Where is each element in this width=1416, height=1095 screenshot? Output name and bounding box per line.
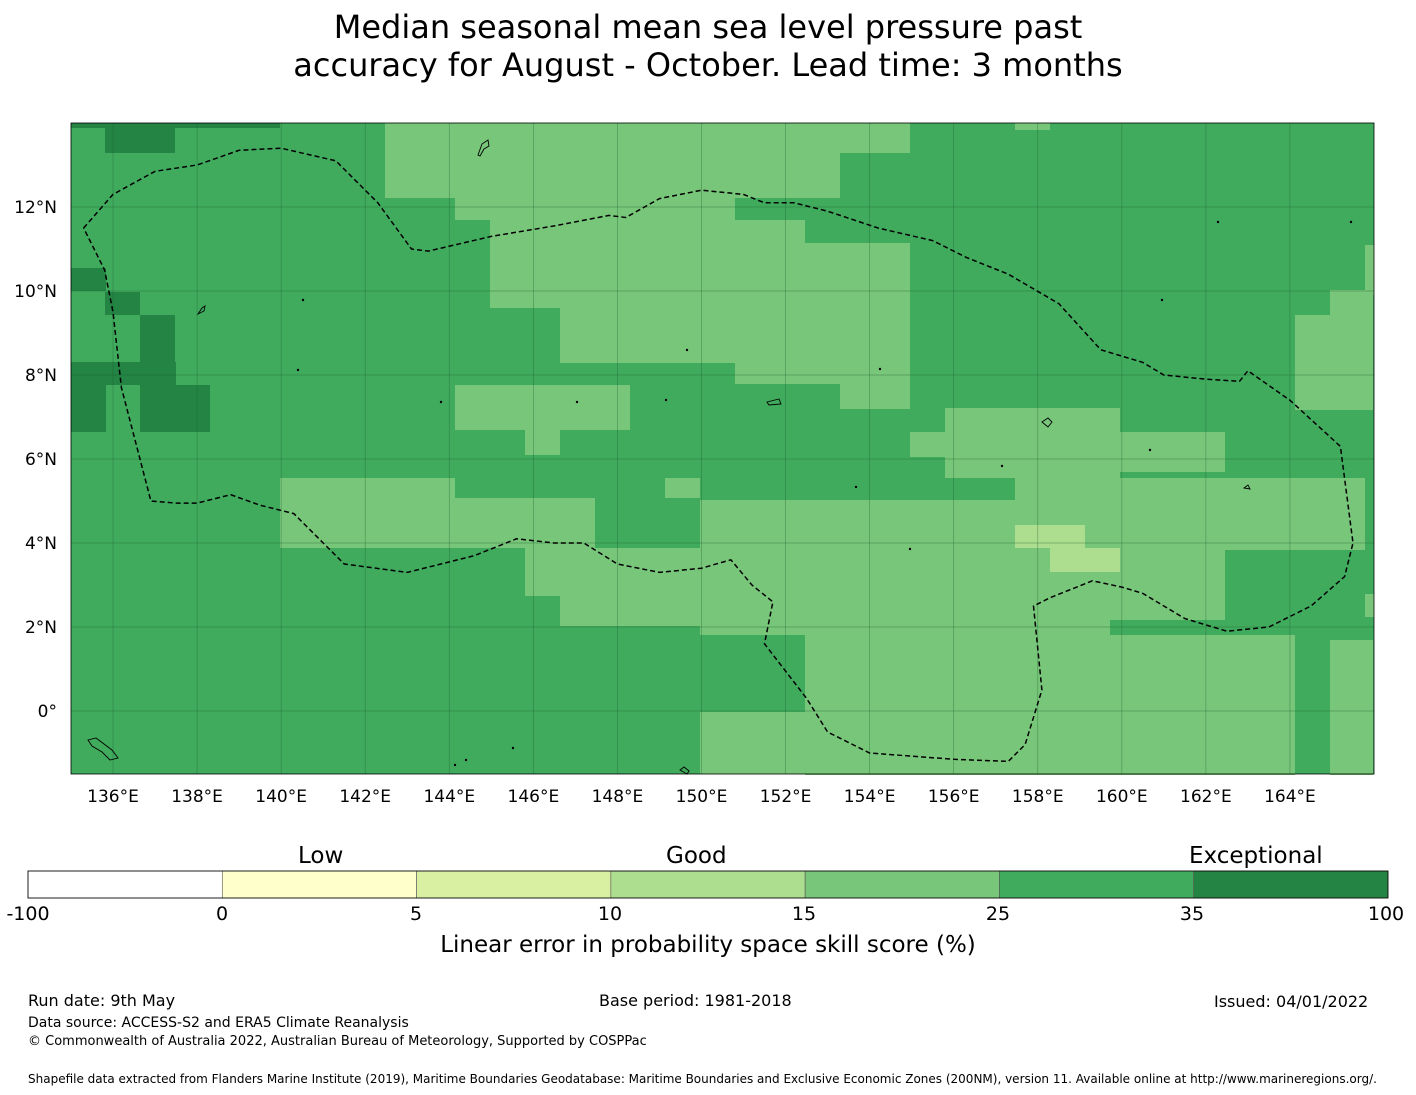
lon-tick-label: 142°E (339, 787, 391, 807)
island-outline (679, 766, 690, 775)
lat-tick-label: 0° (38, 702, 57, 722)
lon-tick-label: 158°E (1012, 787, 1064, 807)
colorbar-tick: 15 (791, 903, 817, 925)
colorbar-axis-title: Linear error in probability space skill … (440, 932, 976, 958)
colorbar-frame (27, 870, 1389, 899)
lon-tick-label: 160°E (1096, 787, 1148, 807)
lat-tick-label: 12°N (14, 198, 57, 218)
island-dot (1216, 220, 1220, 224)
map-frame (70, 122, 1375, 775)
colorbar-swatch (999, 870, 1195, 899)
map-skill-grid (71, 123, 1374, 775)
island-outline (477, 139, 490, 157)
colorbar-tick: 100 (1367, 903, 1405, 925)
colorbar-tick: -100 (6, 903, 50, 925)
lon-tick-label: 146°E (508, 787, 560, 807)
island-dot (685, 348, 689, 352)
lat-tick-label: 4°N (25, 534, 57, 554)
island-dot (1160, 298, 1164, 302)
lat-tick-label: 6°N (25, 450, 57, 470)
island-dot (1148, 448, 1152, 452)
colorbar-tick: 5 (409, 903, 423, 925)
colorbar-swatch (804, 870, 1000, 899)
lon-tick-label: 154°E (844, 787, 896, 807)
map-title: Median seasonal mean sea level pressure … (0, 8, 1416, 84)
colorbar-tick: 25 (985, 903, 1011, 925)
issued-date: Issued: 04/01/2022 (1214, 992, 1369, 1011)
lon-tick-label: 140°E (255, 787, 307, 807)
lon-tick-label: 156°E (928, 787, 980, 807)
lat-tick-label: 8°N (25, 366, 57, 386)
lat-tick-label: 10°N (14, 282, 57, 302)
colorbar-swatch (1193, 870, 1389, 899)
lon-tick-label: 136°E (87, 787, 139, 807)
island-dot (301, 298, 305, 302)
island-outlines (87, 139, 1353, 775)
lon-tick-label: 138°E (171, 787, 223, 807)
lon-tick-label: 162°E (1180, 787, 1232, 807)
lat-tick-label: 2°N (25, 618, 57, 638)
data-source: Data source: ACCESS-S2 and ERA5 Climate … (28, 1015, 409, 1031)
copyright: © Commonwealth of Australia 2022, Austra… (28, 1034, 647, 1049)
lon-tick-label: 150°E (676, 787, 728, 807)
map-axis-labels: 136°E 138°E 140°E 142°E 144°E 146°E 148°E 150°E… (14, 198, 1316, 807)
legend-label-good: Good (666, 843, 727, 869)
legend-label-exceptional: Exceptional (1189, 843, 1323, 869)
island-dot (439, 400, 443, 404)
base-period: Base period: 1981-2018 (599, 991, 792, 1010)
island-dot (664, 398, 668, 402)
island-dot (296, 368, 300, 372)
island-dot (1349, 220, 1353, 224)
island-outline (766, 398, 782, 406)
colorbar-tick: 10 (597, 903, 623, 925)
island-dot (908, 547, 912, 551)
shapefile-credit: Shapefile data extracted from Flanders M… (28, 1072, 1377, 1086)
island-outline (1041, 417, 1053, 428)
island-outline (87, 737, 119, 761)
title-line-2: accuracy for August - October. Lead time… (293, 46, 1123, 84)
island-outline (196, 305, 206, 316)
island-dot (854, 485, 858, 489)
island-dot (453, 763, 457, 767)
colorbar-tick: 35 (1179, 903, 1205, 925)
island-dot (878, 367, 882, 371)
legend-label-low: Low (298, 843, 344, 869)
title-line-1: Median seasonal mean sea level pressure … (333, 8, 1083, 46)
run-date: Run date: 9th May (28, 991, 176, 1010)
lon-tick-label: 144°E (423, 787, 475, 807)
eez-boundary (82, 147, 1354, 763)
island-outline (1242, 484, 1251, 490)
colorbar-swatch (27, 870, 223, 899)
lon-tick-label: 164°E (1264, 787, 1316, 807)
colorbar (27, 870, 1389, 899)
colorbar-swatch (221, 870, 417, 899)
colorbar-swatch (610, 870, 806, 899)
colorbar-swatch (416, 870, 612, 899)
island-dot (464, 758, 468, 762)
colorbar-tick: 0 (215, 903, 229, 925)
lon-tick-label: 148°E (592, 787, 644, 807)
island-dot (511, 746, 515, 750)
lon-tick-label: 152°E (760, 787, 812, 807)
island-dot (575, 400, 579, 404)
island-dot (1000, 464, 1004, 468)
map-gridlines (71, 123, 1374, 774)
